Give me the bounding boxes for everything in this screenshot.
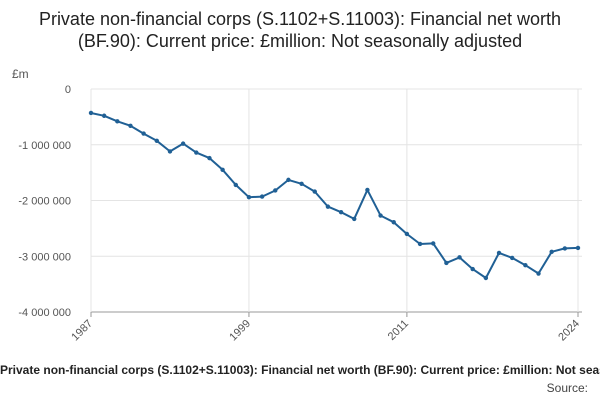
data-point <box>115 119 120 124</box>
series-line <box>90 112 579 279</box>
data-point <box>220 167 225 173</box>
data-point <box>536 271 541 276</box>
data-point <box>444 260 449 266</box>
data-point <box>470 266 475 272</box>
data-point <box>575 245 581 251</box>
x-tick-label: 1987 <box>69 318 95 344</box>
data-point <box>233 182 238 188</box>
data-point <box>496 250 502 256</box>
data-point <box>286 177 291 183</box>
y-tick-label: -1 000 000 <box>18 140 71 152</box>
data-point <box>431 241 436 246</box>
y-unit-label: £m <box>12 67 29 81</box>
data-point <box>365 187 370 193</box>
x-tick-label: 2011 <box>386 318 411 343</box>
data-point <box>154 138 160 144</box>
x-tick-label: 1999 <box>227 318 253 344</box>
data-point <box>101 113 107 118</box>
data-point <box>246 194 252 200</box>
data-point <box>180 141 186 146</box>
data-point <box>404 231 410 237</box>
data-point <box>194 150 199 155</box>
data-point <box>299 181 304 186</box>
data-point <box>325 204 331 209</box>
y-tick-label: -3 000 000 <box>18 251 71 263</box>
data-point <box>457 255 462 260</box>
y-tick-label: -4 000 000 <box>18 307 71 319</box>
data-point <box>523 262 528 268</box>
data-point <box>549 249 554 254</box>
x-tick-label: 2024 <box>556 318 582 344</box>
y-tick-label: -2 000 000 <box>18 196 71 208</box>
data-point <box>88 110 94 116</box>
data-point <box>391 220 396 225</box>
data-point <box>141 131 146 136</box>
y-tick-label: 0 <box>65 84 71 96</box>
data-point <box>338 210 344 215</box>
data-point <box>259 194 265 199</box>
chart-caption: Private non-financial corps (S.1102+S.11… <box>0 363 600 377</box>
data-point <box>562 246 568 251</box>
data-point <box>167 149 173 154</box>
data-point <box>207 155 212 161</box>
data-point <box>352 216 357 222</box>
data-point <box>273 188 278 193</box>
chart-title: Private non-financial corps (S.1102+S.11… <box>38 9 562 51</box>
data-point <box>128 123 133 128</box>
data-point <box>312 189 317 194</box>
data-point <box>378 213 383 218</box>
data-point <box>509 255 515 261</box>
source-label: Source: <box>546 381 588 395</box>
data-point <box>483 275 489 281</box>
data-point <box>417 241 423 247</box>
